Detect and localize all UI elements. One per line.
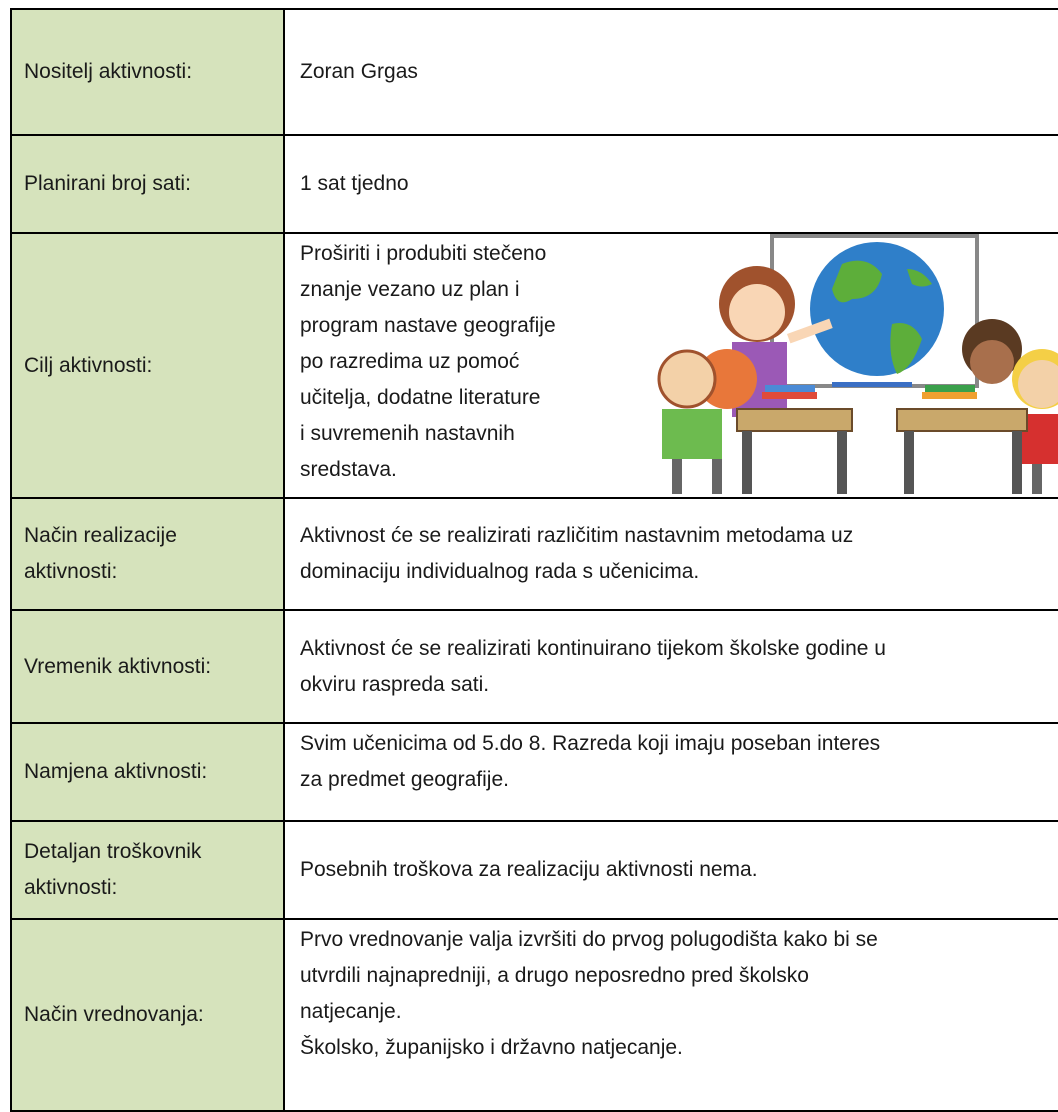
value-line: za predmet geografije. xyxy=(300,768,509,791)
classroom-illustration xyxy=(657,234,1058,494)
label-line: aktivnosti: xyxy=(24,560,118,583)
activity-table: Nositelj aktivnosti: Zoran Grgas Planirani… xyxy=(10,8,1058,1112)
value-line: Posebnih troškova za realizaciju aktivno… xyxy=(300,858,758,881)
label-cell: Način realizacije aktivnosti: xyxy=(12,499,285,609)
value-cell: Posebnih troškova za realizaciju aktivno… xyxy=(285,822,1058,918)
value-cell: Zoran Grgas xyxy=(285,10,1058,134)
table-row: Nositelj aktivnosti: Zoran Grgas xyxy=(12,10,1058,136)
value-line: Proširiti i produbiti stečeno xyxy=(300,242,547,265)
label-line: Namjena aktivnosti: xyxy=(24,760,208,783)
label-line: Vremenik aktivnosti: xyxy=(24,654,212,678)
value-line: Aktivnost će se realizirati kontinuirano… xyxy=(300,636,886,660)
value-line: i suvremenih nastavnih xyxy=(300,422,515,445)
value-line: 1 sat tjedno xyxy=(300,172,409,195)
value-line: natjecanje. xyxy=(300,1000,402,1023)
table-row: Način vrednovanja: Prvo vrednovanje valja… xyxy=(12,920,1058,1112)
value-line: utvrdili najnapredniji, a drugo neposred… xyxy=(300,964,809,987)
label-line: Način vrednovanja: xyxy=(24,1003,204,1026)
label-line: Planirani broj sati: xyxy=(24,172,191,195)
value-line: Prvo vrednovanje valja izvršiti do prvog… xyxy=(300,928,878,951)
value-cell: Svim učenicima od 5.do 8. Razreda koji i… xyxy=(285,724,1058,820)
value-cell: Aktivnost će se realizirati kontinuirano… xyxy=(285,611,1058,722)
value-line: sredstava. xyxy=(300,458,397,481)
label-cell: Cilj aktivnosti: xyxy=(12,234,285,497)
label-line: aktivnosti: xyxy=(24,876,118,899)
table-row: Cilj aktivnosti: Proširiti i produbiti st… xyxy=(12,234,1058,499)
table-row: Način realizacije aktivnosti: Aktivnost će… xyxy=(12,499,1058,611)
label-cell: Nositelj aktivnosti: xyxy=(12,10,285,134)
value-line: Aktivnost će se realizirati različitim n… xyxy=(300,524,854,547)
value-cell: 1 sat tjedno xyxy=(285,136,1058,232)
value-line: znanje vezano uz plan i xyxy=(300,278,520,301)
table-row: Planirani broj sati: 1 sat tjedno xyxy=(12,136,1058,234)
label-cell: Način vrednovanja: xyxy=(12,920,285,1110)
table-row: Namjena aktivnosti: Svim učenicima od 5.d… xyxy=(12,724,1058,822)
label-line: Cilj aktivnosti: xyxy=(24,353,153,377)
label-cell: Detaljan troškovnik aktivnosti: xyxy=(12,822,285,918)
label-line: Nositelj aktivnosti: xyxy=(24,60,193,83)
value-cell: Aktivnost će se realizirati različitim n… xyxy=(285,499,1058,609)
value-line: po razredima uz pomoć xyxy=(300,350,520,373)
label-line: Način realizacije xyxy=(24,524,177,547)
value-line: dominaciju individualnog rada s učenicim… xyxy=(300,560,700,583)
label-cell: Namjena aktivnosti: xyxy=(12,724,285,820)
value-line: program nastave geografije xyxy=(300,314,556,337)
label-line: Detaljan troškovnik xyxy=(24,840,202,863)
table-row: Detaljan troškovnik aktivnosti: Posebnih t… xyxy=(12,822,1058,920)
value-cell: Proširiti i produbiti stečeno znanje veza… xyxy=(285,234,1058,497)
label-cell: Vremenik aktivnosti: xyxy=(12,611,285,722)
value-line: Školsko, županijsko i državno natjecanje… xyxy=(300,1036,683,1059)
value-line: Svim učenicima od 5.do 8. Razreda koji i… xyxy=(300,732,881,755)
value-line: Zoran Grgas xyxy=(300,60,418,83)
table-row: Vremenik aktivnosti: Aktivnost će se real… xyxy=(12,611,1058,724)
value-line: okviru raspreda sati. xyxy=(300,672,490,696)
value-cell: Prvo vrednovanje valja izvršiti do prvog… xyxy=(285,920,1058,1110)
value-line: učitelja, dodatne literature xyxy=(300,386,541,409)
label-cell: Planirani broj sati: xyxy=(12,136,285,232)
